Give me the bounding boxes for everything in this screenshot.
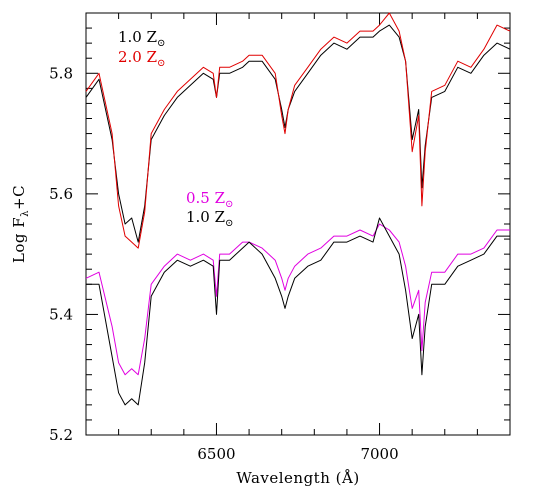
legend-entry-4: 1.0 Z⊙ <box>186 208 233 229</box>
series-line-3 <box>85 223 510 376</box>
legend-upper: 1.0 Z⊙ 2.0 Z⊙ <box>118 28 165 69</box>
x-tick-label-6500: 6500 <box>197 445 235 463</box>
legend-entry-3-sub: ⊙ <box>225 199 233 210</box>
series-line-4 <box>86 217 510 406</box>
y-axis-title: Log Fλ+C <box>10 185 31 263</box>
legend-entry-2: 2.0 Z⊙ <box>118 48 165 69</box>
y-axis-title-subscript: λ <box>20 210 31 217</box>
y-tick-label-5-6: 5.6 <box>49 185 73 203</box>
axis-ticks <box>86 13 510 435</box>
y-axis-title-main: Log F <box>10 217 28 263</box>
x-tick-label-7000: 7000 <box>360 445 398 463</box>
legend-lower: 0.5 Z⊙ 1.0 Z⊙ <box>186 189 233 229</box>
legend-entry-2-text: 2.0 Z <box>118 48 157 66</box>
legend-entry-3: 0.5 Z⊙ <box>186 189 233 210</box>
legend-entry-1-sub: ⊙ <box>157 38 165 49</box>
series-layer <box>85 12 511 406</box>
x-axis-title: Wavelength (Å) <box>236 469 359 487</box>
legend-entry-1-text: 1.0 Z <box>118 28 157 46</box>
x-tick-labels: 6500 7000 <box>197 445 398 463</box>
y-axis-title-suffix: +C <box>10 185 28 210</box>
y-tick-labels: 5.2 5.4 5.6 5.8 <box>49 64 73 444</box>
legend-entry-1: 1.0 Z⊙ <box>118 28 165 49</box>
legend-entry-4-sub: ⊙ <box>225 218 233 229</box>
series-line-2 <box>85 12 511 249</box>
legend-entry-2-sub: ⊙ <box>157 58 165 69</box>
y-tick-label-5-4: 5.4 <box>49 305 73 323</box>
legend-entry-4-text: 1.0 Z <box>186 208 225 226</box>
legend-entry-3-text: 0.5 Z <box>186 189 225 207</box>
y-tick-label-5-8: 5.8 <box>49 64 73 82</box>
y-tick-label-5-2: 5.2 <box>49 426 73 444</box>
